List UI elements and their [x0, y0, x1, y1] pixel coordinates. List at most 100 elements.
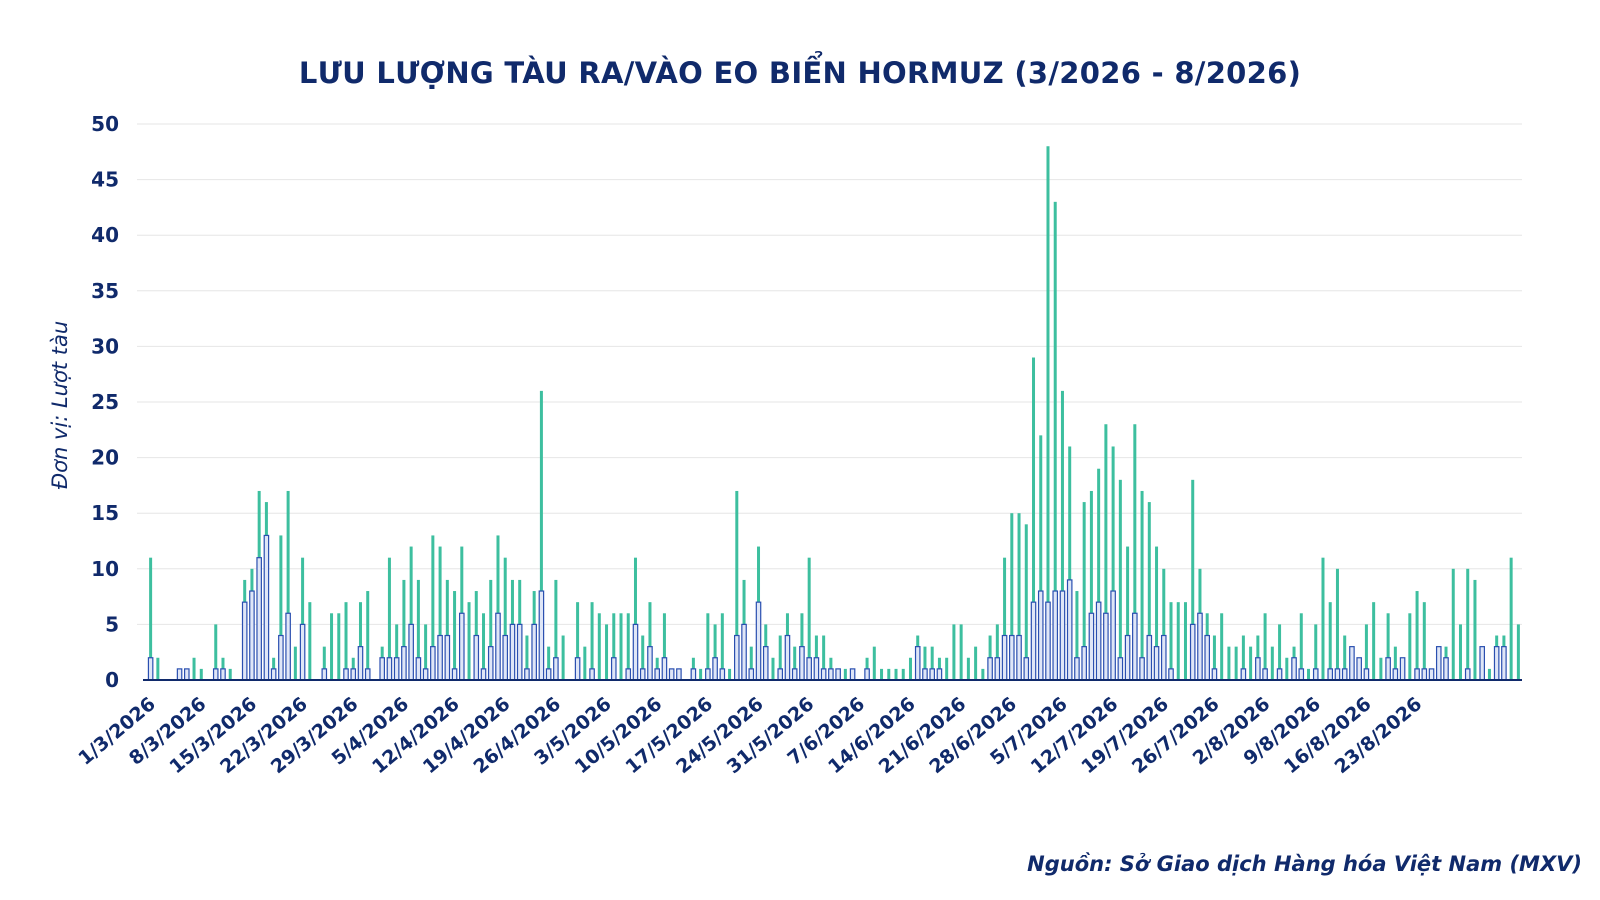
bar-series-a	[1335, 568, 1339, 680]
y-tick-label: 35	[91, 279, 119, 303]
bar-series-a	[843, 668, 847, 680]
bar-series-b	[1110, 590, 1116, 681]
y-tick-label: 50	[91, 112, 119, 136]
bar-series-a	[1227, 646, 1231, 680]
bar-series-b	[415, 657, 422, 681]
bar-series-a	[431, 535, 435, 680]
bar-series-a	[1408, 613, 1412, 680]
bar-series-b	[639, 668, 646, 681]
bar-series-b	[1001, 634, 1008, 681]
bar-series-b	[828, 668, 834, 681]
bar-series-b	[712, 657, 718, 681]
bar-series-b	[480, 668, 487, 681]
bar-series-b	[1464, 668, 1471, 681]
bar-series-b	[343, 668, 349, 681]
bar-series-a	[1097, 468, 1101, 680]
bar-series-a	[1473, 579, 1477, 680]
bar-series-a	[1364, 624, 1368, 680]
bar-series-b	[531, 623, 537, 681]
bar-series-b	[256, 557, 262, 681]
bar-series-b	[1139, 657, 1145, 681]
bar-series-b	[1428, 668, 1435, 681]
bar-series-a	[1075, 591, 1079, 680]
bar-series-a	[402, 579, 406, 680]
bar-series-a	[1270, 646, 1274, 680]
bar-series-b	[249, 590, 255, 681]
bar-series-b	[350, 668, 357, 681]
bar-series-a	[156, 657, 160, 680]
bar-series-a	[1285, 657, 1289, 680]
bar-series-b	[430, 646, 436, 681]
bar-series-a	[590, 602, 594, 680]
bar-series-a	[1278, 624, 1282, 680]
bar-series-a	[1234, 646, 1238, 680]
bar-series-a	[1162, 568, 1166, 680]
bar-series-b	[220, 668, 226, 681]
bar-series-a	[308, 602, 312, 680]
bar-series-a	[908, 657, 912, 680]
bar-series-b	[791, 668, 798, 681]
bar-series-b	[799, 646, 805, 681]
bar-series-b	[784, 634, 791, 681]
bar-series-b	[1291, 657, 1297, 681]
bar-series-b	[553, 657, 559, 681]
bar-series-b	[1081, 646, 1087, 681]
bar-series-a	[1082, 502, 1086, 680]
bar-series-b	[632, 623, 639, 681]
grid-lines	[137, 123, 1522, 625]
bar-series-b	[1392, 668, 1399, 681]
bar-series-b	[495, 612, 501, 681]
bar-series-a	[330, 613, 334, 680]
bar-series-b	[1312, 668, 1319, 681]
bar-series-a	[1220, 613, 1224, 680]
bar-series-b	[914, 646, 921, 681]
bar-series-a	[1458, 624, 1462, 680]
bar-series-a	[807, 557, 811, 680]
bar-series-b	[487, 646, 494, 681]
y-tick-label: 40	[91, 223, 119, 247]
bar-series-b	[285, 612, 291, 681]
bar-series-b	[364, 668, 371, 681]
bar-series-a	[1343, 635, 1347, 680]
bar-series-a	[974, 646, 978, 680]
bar-series-b	[1204, 634, 1210, 681]
y-tick-label: 15	[91, 501, 119, 525]
bar-series-a	[699, 668, 703, 680]
bar-series-b	[734, 634, 740, 681]
bar-series-b	[270, 668, 277, 681]
bar-series-a	[366, 591, 370, 680]
bar-series-b	[1197, 612, 1203, 681]
bar-series-b	[1088, 612, 1095, 681]
bar-series-a	[1010, 513, 1014, 680]
bar-series-a	[605, 624, 609, 680]
bar-series-b	[1211, 668, 1218, 681]
bar-series-b	[1160, 634, 1167, 681]
bar-series-a	[395, 624, 399, 680]
bar-series-b	[1399, 657, 1406, 681]
bar-series-b	[647, 646, 653, 681]
bar-series-a	[626, 613, 630, 680]
bar-series-a	[1422, 602, 1426, 680]
chart-title: LƯU LƯỢNG TÀU RA/VÀO EO BIỂN HORMUZ (3/2…	[298, 56, 1302, 90]
bar-series-a	[1314, 624, 1318, 680]
bar-series-b	[379, 657, 385, 681]
bar-series-b	[1146, 634, 1153, 681]
bar-series-b	[473, 634, 480, 681]
bar-series-a	[1133, 424, 1137, 680]
bar-series-a	[525, 635, 529, 680]
bar-series-b	[1052, 590, 1059, 681]
bar-series-b	[922, 668, 928, 681]
bar-series-a	[633, 557, 637, 680]
bar-series-b	[1298, 668, 1305, 681]
bar-series-b	[545, 668, 552, 681]
bar-series-a	[1415, 591, 1419, 680]
y-tick-label: 0	[105, 668, 119, 692]
bar-series-b	[625, 668, 632, 681]
bar-series-a	[662, 613, 666, 680]
bar-series-a	[923, 646, 927, 680]
bar-series-a	[453, 591, 457, 680]
bar-series-b	[1023, 657, 1030, 681]
bar-series-b	[241, 601, 248, 681]
bar-series-a	[1169, 602, 1173, 680]
